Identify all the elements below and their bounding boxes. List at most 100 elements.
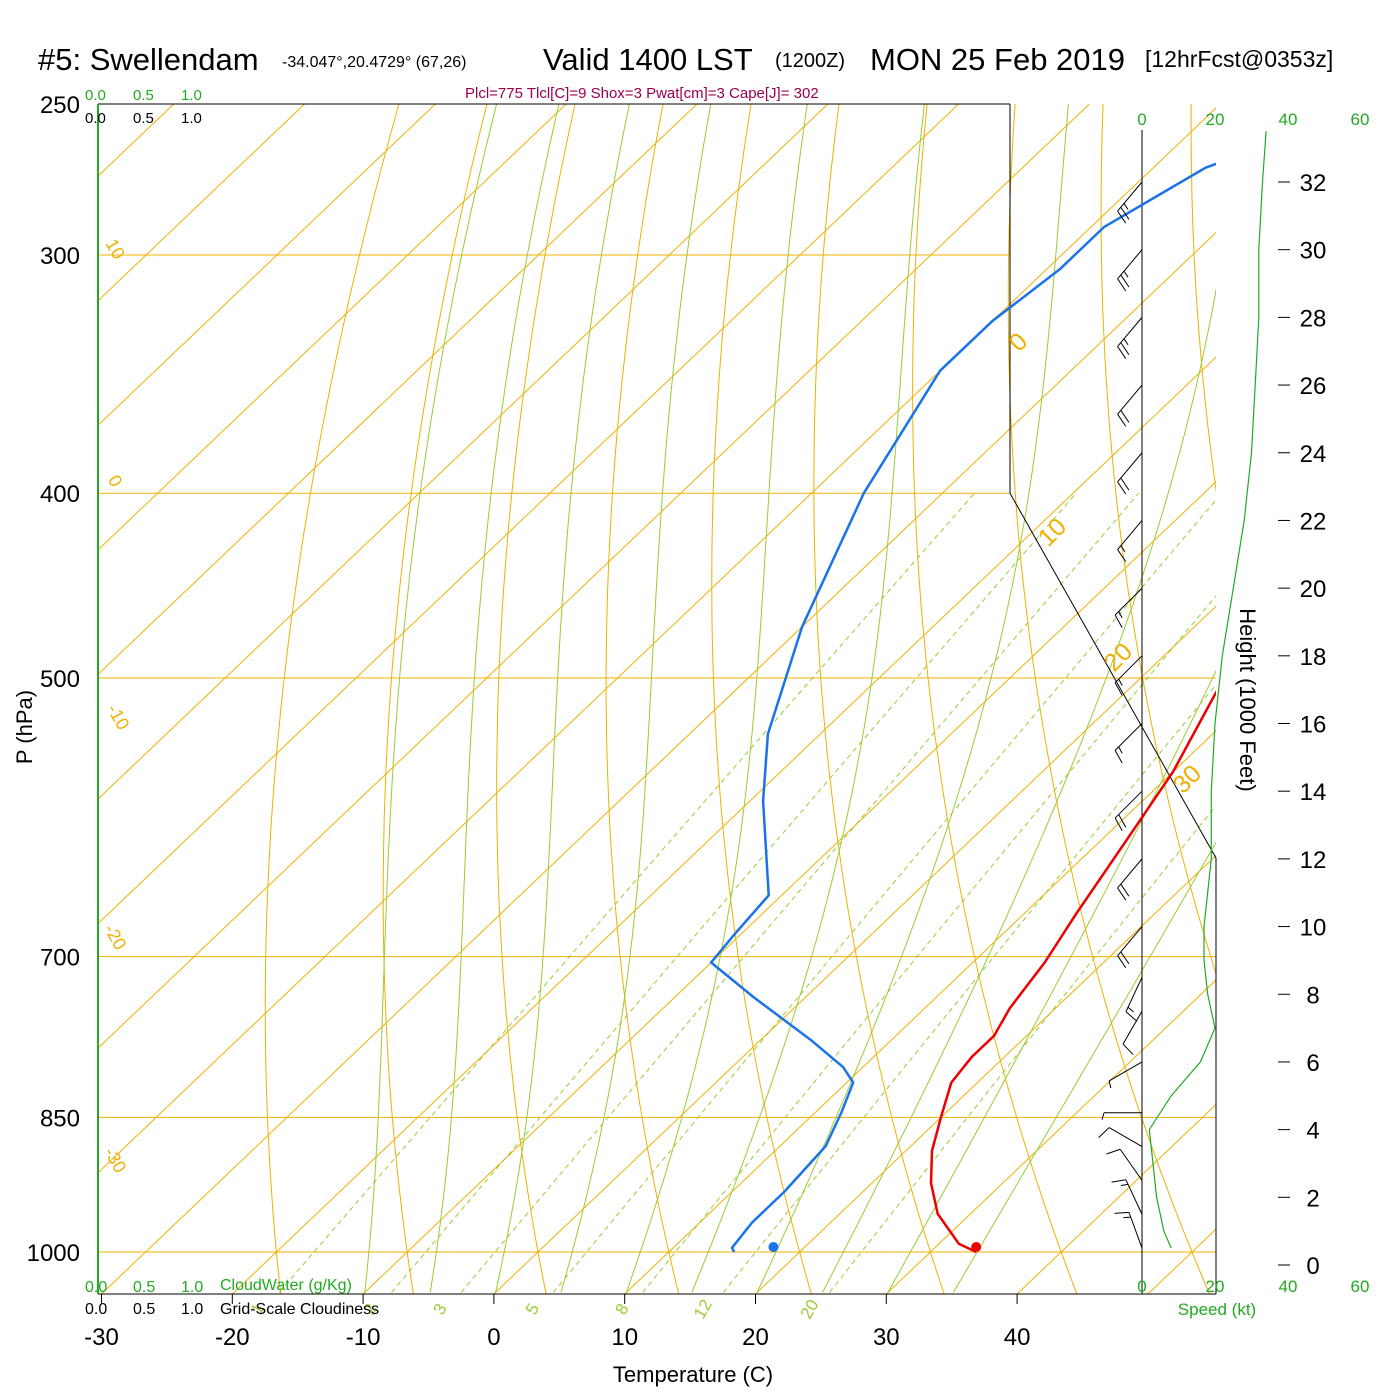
wind-barb-flag (1111, 1179, 1127, 1183)
height-label-18: 18 (1300, 644, 1327, 671)
wind-barb-staff (1108, 1127, 1143, 1147)
x-tick-label--30: -30 (84, 1324, 119, 1351)
wind-barb-flag (1114, 614, 1123, 628)
wind-barb-flag (1106, 1148, 1121, 1155)
forecast-info: [12hrFcst@0353z] (1145, 46, 1333, 72)
height-label-22: 22 (1300, 508, 1327, 535)
height-label-6: 6 (1306, 1050, 1319, 1077)
wind-barb (1111, 1179, 1143, 1215)
mixing-ratio-20 (829, 804, 1216, 1293)
speed-bottom-tick-60: 60 (1351, 1277, 1370, 1296)
wind-barb-staff (1117, 452, 1143, 483)
y-axis-title: P (hPa) (12, 690, 37, 764)
isotherm-label-20: 20 (1099, 638, 1138, 677)
pressure-label-250: 250 (40, 92, 80, 119)
moist-adiabat (822, 287, 1216, 1293)
x-tick-label-0: 0 (487, 1324, 500, 1351)
wind-barb-flag (1117, 413, 1127, 427)
speed-axis-label: Speed (kt) (1178, 1300, 1256, 1319)
wind-barb-halfflag (1123, 203, 1129, 210)
moist-adiabat (691, 104, 925, 1293)
wind-barb-flag (1120, 883, 1130, 897)
isotherm-label-0: 0 (1004, 328, 1034, 358)
height-label-2: 2 (1306, 1185, 1319, 1212)
wind-barb (1117, 249, 1143, 292)
height-label-30: 30 (1300, 238, 1327, 265)
height-label-28: 28 (1300, 305, 1327, 332)
wind-barb-staff (1117, 384, 1143, 415)
wind-barb (1117, 926, 1143, 969)
speed-axis: 0 20 40 60 0 20 40 60 Speed (kt) (1137, 110, 1369, 1319)
left-adiabat-label--30: -30 (100, 1144, 130, 1177)
date-title: MON 25 Feb 2019 (870, 42, 1125, 77)
wind-barb-staff (1119, 1148, 1143, 1181)
height-axis-title: Height (1000 Feet) (1235, 608, 1260, 791)
wind-barb-halfflag (1123, 338, 1129, 346)
wind-barb-staff (1114, 655, 1143, 684)
isotherm-line (98, 104, 436, 427)
wind-barb-flag (1117, 549, 1127, 562)
dry-adiabat (1279, 70, 1400, 1331)
isotherm-label-10: 10 (1033, 513, 1072, 552)
wind-barb (1117, 317, 1143, 359)
wind-barb-flag (1114, 817, 1123, 832)
dry-adiabat (496, 104, 576, 1294)
cloudwater-top-tick-1: 0.5 (133, 87, 154, 104)
cloudiness-top-tick-2: 1.0 (181, 110, 202, 127)
wind-barb-halfflag (1118, 746, 1123, 754)
height-label-10: 10 (1300, 915, 1327, 942)
wind-barb-staff (1125, 1179, 1143, 1215)
dry-adiabat (912, 104, 1078, 1294)
moist-adiabat (364, 104, 498, 1293)
wind-barb-halfflag (1120, 545, 1126, 553)
mixing-ratio-8 (642, 595, 1216, 1293)
wind-barb (1108, 1061, 1143, 1089)
sounding-series (709, 162, 1216, 1254)
height-label-8: 8 (1306, 982, 1319, 1009)
dry-adiabat (711, 104, 812, 1294)
wind-barb-flag (1120, 206, 1130, 220)
x-tick-label--20: -20 (215, 1324, 250, 1351)
wind-barb (1098, 1127, 1143, 1147)
wind-barb (1114, 655, 1143, 696)
frame-right-diagonal (1009, 492, 1217, 859)
mixing-ratio-2 (391, 492, 1077, 1293)
cloudwater-top-tick-0: 0.0 (85, 87, 106, 104)
pressure-label-400: 400 (40, 481, 80, 508)
speed-top-tick-60: 60 (1351, 110, 1370, 129)
wind-speed-line (1148, 131, 1267, 1249)
moist-adiabat (756, 104, 1069, 1293)
cloudiness-bottom-tick-2: 1.0 (181, 1301, 203, 1318)
x-tick-label-20: 20 (742, 1324, 769, 1351)
speed-top-tick-20: 20 (1206, 110, 1225, 129)
zulu-time: (1200Z) (775, 50, 845, 72)
height-label-14: 14 (1300, 779, 1327, 806)
dry-adiabat (813, 104, 945, 1294)
wind-barb-staff (1114, 587, 1143, 616)
wind-barb-staff (1117, 181, 1143, 212)
wind-barb-flag (1117, 481, 1127, 495)
surface-temperature (971, 1242, 982, 1252)
wind-panel (1098, 131, 1267, 1249)
height-label-20: 20 (1300, 576, 1327, 603)
wind-barb (1117, 858, 1143, 901)
wind-barb-flag (1122, 1043, 1134, 1055)
wind-barb-flag (1118, 814, 1127, 828)
isotherm-line (231, 356, 1216, 1294)
isotherm-label-30: 30 (1168, 760, 1207, 799)
plot-frame (97, 103, 1217, 1295)
height-label-32: 32 (1300, 170, 1327, 197)
wind-barb-flag (1114, 682, 1123, 696)
moist-adiabat (625, 104, 808, 1293)
pressure-label-1000: 1000 (27, 1240, 80, 1267)
pressure-label-850: 850 (40, 1105, 80, 1132)
isotherm-line (1016, 1103, 1216, 1294)
cloudiness-bottom-tick-0: 0.0 (85, 1301, 107, 1318)
dry-adiabat (1100, 104, 1216, 976)
mixing-ratio-label-3: 3 (430, 1300, 451, 1318)
left-adiabat-label-0: 0 (104, 472, 126, 491)
isotherm-line (101, 231, 1216, 1294)
wind-barb-staff (1117, 926, 1143, 956)
speed-top-tick-40: 40 (1279, 110, 1298, 129)
